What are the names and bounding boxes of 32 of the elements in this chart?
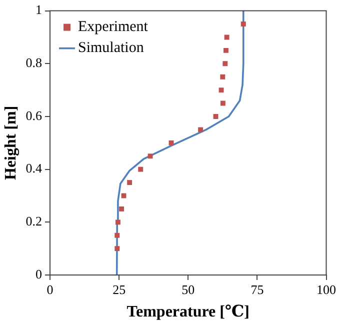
point (220, 100, 226, 106)
x-tick-label: 100 (316, 282, 336, 298)
y-tick-label: 0.4 (26, 160, 42, 176)
x-tick-label: 50 (182, 282, 195, 298)
y-tick-label: 1 (36, 2, 42, 18)
x-axis-title: Temperature [℃] (126, 304, 250, 321)
point (222, 61, 228, 66)
point (138, 166, 144, 172)
y-tick-label: 0.8 (26, 55, 42, 70)
point (218, 88, 224, 93)
legend-label: Simulation (78, 40, 144, 56)
y-axis-title: Height [m] (2, 106, 20, 180)
point (224, 34, 230, 40)
y-tick-label: 0.6 (26, 108, 42, 123)
x-tick-label: 75 (250, 282, 264, 298)
point (114, 246, 120, 252)
point (127, 180, 132, 186)
point (168, 140, 174, 146)
point (148, 154, 153, 159)
y-tick-label: 0 (36, 266, 42, 282)
point (198, 127, 204, 132)
point (220, 74, 226, 80)
x-tick-label: 0 (46, 282, 54, 298)
point (240, 22, 246, 26)
legend-label: Experiment (78, 19, 149, 36)
point (115, 220, 120, 225)
point (213, 114, 218, 119)
y-tick-label: 0.2 (26, 214, 42, 229)
point (223, 48, 228, 53)
x-tick-label: 25 (112, 282, 126, 298)
point (114, 232, 120, 238)
point (119, 206, 124, 212)
